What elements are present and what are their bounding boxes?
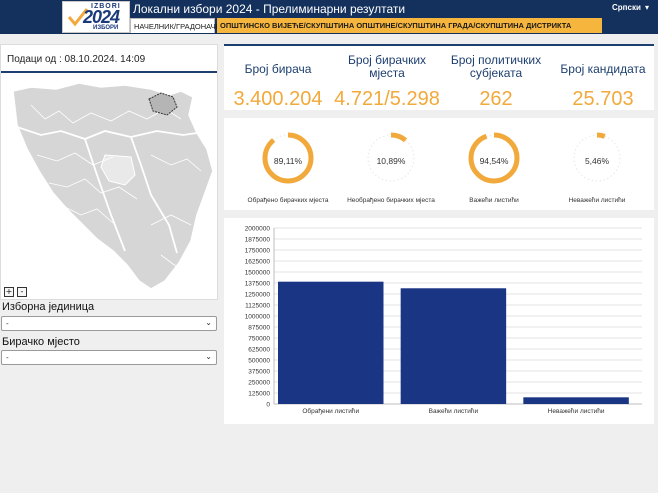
ballots-bar-chart-card: 0 125000 250000 375000 500000 625000 750000 875…: [224, 218, 654, 424]
selected-region[interactable]: [148, 92, 178, 116]
app-title: Локални избори 2024 - Прелиминарни резул…: [133, 2, 406, 16]
ballots-bar-chart: 0 125000 250000 375000 500000 625000 750000 875…: [245, 226, 642, 415]
polling-station-label: Бирачко мјесто: [2, 336, 80, 348]
donut-label: Обрађено бирачких мјеста: [247, 197, 329, 204]
donut-unprocessed-stations: 10,89% Необрађено бирачких мјеста: [341, 122, 441, 208]
electoral-unit-select[interactable]: - ⌄: [1, 316, 217, 331]
y-tick-label: 1000000: [245, 314, 271, 321]
map-panel: Подаци од : 08.10.2024. 14:09 + -: [0, 44, 218, 300]
election-logo[interactable]: IZBORI 2024 ИЗБОРИ: [62, 1, 130, 33]
stat-voters: Број бирача 3.400.204: [226, 46, 330, 111]
bar: [278, 281, 384, 404]
municipality-boundaries: [30, 104, 202, 268]
donut-processed-stations: 89,11% Обрађено бирачких мјеста: [238, 122, 338, 208]
top-bar: IZBORI 2024 ИЗБОРИ Локални избори 2024 -…: [0, 0, 658, 34]
y-tick-label: 875000: [248, 325, 270, 332]
donut-gauge: [468, 132, 520, 184]
country-outline[interactable]: [12, 82, 214, 290]
donut-arc: [365, 132, 417, 184]
statistics-card: Број бирача 3.400.204 Број бирачких мјес…: [224, 44, 654, 110]
divider: [1, 71, 217, 73]
tab-mayor[interactable]: НАЧЕЛНИК/ГРАДОНАЧЕЛНИК: [130, 18, 241, 33]
donut-card: 89,11% Обрађено бирачких мјеста 10,89% Н…: [224, 118, 654, 210]
chevron-down-icon: ⌄: [205, 318, 212, 327]
y-tick-label: 1500000: [245, 270, 271, 277]
stat-value: 25.703: [572, 88, 634, 110]
donut-percent: 89,11%: [273, 156, 303, 166]
donut-label: Неважећи листићи: [568, 197, 626, 204]
stat-polling-stations: Број бирачких мјеста 4.721/5.298: [332, 46, 442, 111]
municipality-map[interactable]: [1, 75, 217, 297]
y-tick-label: 0: [266, 402, 270, 409]
race-tabs: НАЧЕЛНИК/ГРАДОНАЧЕЛНИК ОПШТИНСКО ВИЈЕЋЕ/…: [130, 18, 602, 33]
electoral-unit-label: Изборна јединица: [2, 301, 95, 313]
stat-label: Број бирача: [244, 62, 312, 76]
bar: [400, 288, 507, 404]
tab-municipal-council[interactable]: ОПШТИНСКО ВИЈЕЋЕ/СКУПШТИНА ОПШТИНЕ/СКУПШ…: [217, 18, 602, 33]
donut-gauge: [571, 132, 623, 184]
stat-label: Број бирачких мјеста: [347, 53, 427, 80]
bar: [523, 397, 629, 404]
highlighted-region[interactable]: [100, 154, 136, 186]
stat-value: 3.400.204: [233, 88, 323, 110]
y-tick-label: 500000: [248, 358, 270, 365]
language-selector[interactable]: Српски: [612, 3, 641, 12]
stat-political-subjects: Број политичких субјеката 262: [446, 46, 546, 111]
stat-label: Број политичких субјеката: [450, 53, 542, 80]
polling-station-select[interactable]: - ⌄: [1, 350, 217, 365]
chevron-down-icon: ⌄: [205, 352, 212, 361]
stat-value: 4.721/5.298: [334, 88, 440, 110]
donut-valid-ballots: 94,54% Важећи листићи: [444, 122, 544, 208]
y-tick-label: 625000: [248, 347, 270, 354]
y-tick-label: 1250000: [245, 292, 271, 299]
logo-top-text: IZBORI: [91, 3, 121, 10]
y-tick-label: 1375000: [245, 281, 271, 288]
checkmark-icon: [67, 8, 89, 27]
entity-boundary: [16, 126, 198, 254]
x-tick-label: Неважећи листићи: [548, 407, 605, 415]
x-tick-label: Обрађени листићи: [302, 407, 359, 415]
stat-candidates: Број кандидата 25.703: [554, 46, 652, 111]
y-tick-label: 750000: [248, 336, 270, 343]
logo-bottom-text: ИЗБОРИ: [93, 25, 119, 31]
stat-value: 262: [479, 88, 513, 110]
logo-year: 2024: [83, 7, 120, 27]
zoom-in-button[interactable]: +: [4, 287, 14, 297]
donut-arc: [262, 132, 314, 184]
donut-arc: [571, 132, 623, 184]
donut-label: Необрађено бирачких мјеста: [347, 197, 435, 204]
zoom-out-button[interactable]: -: [17, 287, 27, 297]
data-timestamp: Подаци од : 08.10.2024. 14:09: [7, 54, 146, 65]
stat-label: Број кандидата: [560, 62, 646, 76]
donut-label: Важећи листићи: [469, 197, 519, 204]
y-tick-label: 1625000: [245, 259, 271, 266]
donut-percent: 94,54%: [479, 156, 509, 166]
y-tick-label: 125000: [248, 391, 270, 398]
y-tick-label: 1875000: [245, 237, 271, 244]
chevron-down-icon[interactable]: ▾: [645, 3, 650, 12]
donut-percent: 10,89%: [376, 156, 406, 166]
y-tick-label: 375000: [248, 369, 270, 376]
polling-station-value: -: [6, 353, 9, 362]
electoral-unit-value: -: [6, 319, 9, 328]
y-tick-label: 2000000: [245, 226, 271, 233]
donut-percent: 5,46%: [584, 156, 610, 166]
y-tick-label: 1125000: [245, 303, 270, 310]
donut-invalid-ballots: 5,46% Неважећи листићи: [547, 122, 647, 208]
donut-arc: [468, 132, 520, 184]
donut-gauge: [365, 132, 417, 184]
y-tick-label: 250000: [248, 380, 270, 387]
y-tick-label: 1750000: [245, 248, 271, 255]
x-tick-label: Важећи листићи: [429, 407, 479, 415]
donut-gauge: [262, 132, 314, 184]
